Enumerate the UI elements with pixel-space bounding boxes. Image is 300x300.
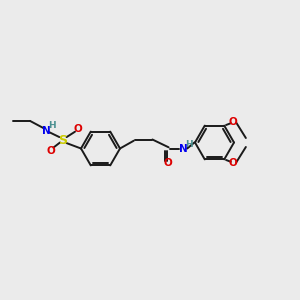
Text: O: O [46,146,55,156]
Text: O: O [229,117,238,127]
Text: H: H [185,140,193,149]
Text: N: N [42,125,51,136]
Text: H: H [48,122,56,130]
Text: O: O [229,158,238,168]
Text: S: S [58,134,68,147]
Text: O: O [163,158,172,169]
Text: N: N [179,143,188,154]
Text: O: O [74,124,82,134]
